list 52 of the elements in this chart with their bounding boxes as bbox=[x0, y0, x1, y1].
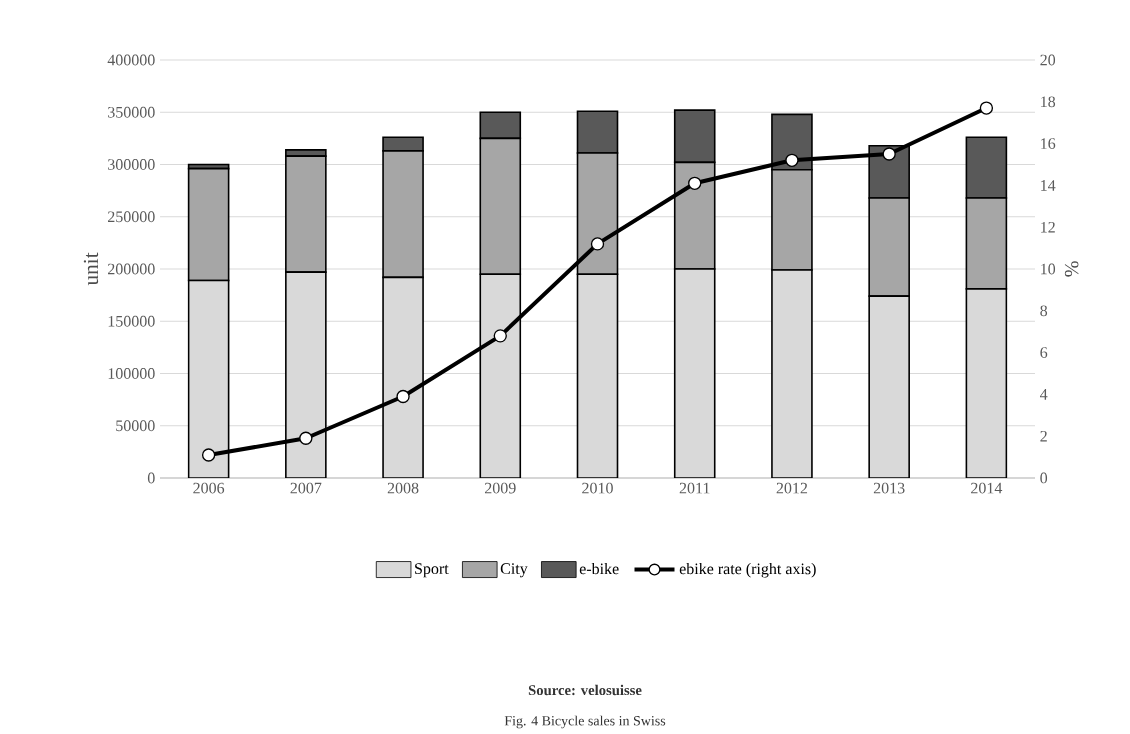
point bbox=[688, 176, 702, 190]
y-tick-label: 300000 bbox=[108, 159, 155, 170]
y2-tick-label: 6 bbox=[1040, 347, 1048, 358]
bar bbox=[382, 276, 424, 478]
y2-tick-label: 12 bbox=[1041, 221, 1055, 233]
x-tick-label: 2013 bbox=[873, 482, 905, 494]
point bbox=[979, 101, 994, 115]
y2-tick-label: 14 bbox=[1041, 180, 1056, 191]
legend-label: Sport bbox=[415, 563, 449, 578]
y-axis-title: unit bbox=[83, 252, 99, 286]
point bbox=[590, 237, 605, 251]
x-tick-label: 2014 bbox=[971, 482, 1003, 494]
point bbox=[201, 448, 216, 462]
y-tick-label: 150000 bbox=[108, 315, 155, 327]
y2-tick-label: 16 bbox=[1041, 138, 1056, 149]
y-tick-label: 350000 bbox=[108, 106, 155, 118]
point bbox=[493, 329, 507, 343]
y2-tick-label: 8 bbox=[1040, 305, 1048, 317]
point bbox=[396, 389, 410, 404]
text: Source: velosuisse bbox=[528, 684, 642, 696]
bar bbox=[285, 271, 327, 478]
point bbox=[785, 153, 799, 167]
legend-label: City bbox=[500, 563, 528, 578]
y2-tick-label: 18 bbox=[1041, 96, 1056, 108]
y-tick-label: 0 bbox=[147, 472, 155, 484]
point bbox=[299, 431, 313, 445]
bar bbox=[673, 268, 716, 478]
y-tick-label: 400000 bbox=[107, 54, 155, 66]
x-tick-label: 2012 bbox=[776, 482, 808, 494]
y-tick-label: 100000 bbox=[108, 368, 155, 379]
x-tick-label: 2006 bbox=[193, 482, 225, 494]
y2-tick-label: 4 bbox=[1040, 389, 1048, 400]
legend-label: ebike rate (right axis) bbox=[679, 563, 816, 578]
legend-label: e-bike bbox=[579, 563, 619, 575]
y2-tick-label: 2 bbox=[1040, 430, 1047, 442]
x-tick-label: 2011 bbox=[679, 482, 710, 494]
y2-axis-title: % bbox=[1064, 261, 1079, 277]
x-tick-label: 2007 bbox=[290, 482, 322, 494]
bar bbox=[479, 273, 522, 478]
point bbox=[882, 147, 896, 161]
y-tick-label: 250000 bbox=[108, 211, 155, 223]
y-tick-label: 200000 bbox=[108, 263, 155, 275]
y2-tick-label: 10 bbox=[1041, 263, 1056, 275]
x-tick-label: 2008 bbox=[387, 482, 419, 494]
y-tick-label: 50000 bbox=[116, 420, 155, 432]
bar bbox=[868, 295, 910, 478]
y2-tick-label: 0 bbox=[1040, 472, 1048, 484]
caption: Fig. 4 Bicycle sales in Swiss bbox=[504, 715, 666, 729]
y2-tick-label: 20 bbox=[1040, 54, 1056, 66]
x-tick-label: 2010 bbox=[582, 482, 613, 494]
x-tick-label: 2009 bbox=[484, 482, 516, 494]
bar bbox=[771, 269, 813, 478]
